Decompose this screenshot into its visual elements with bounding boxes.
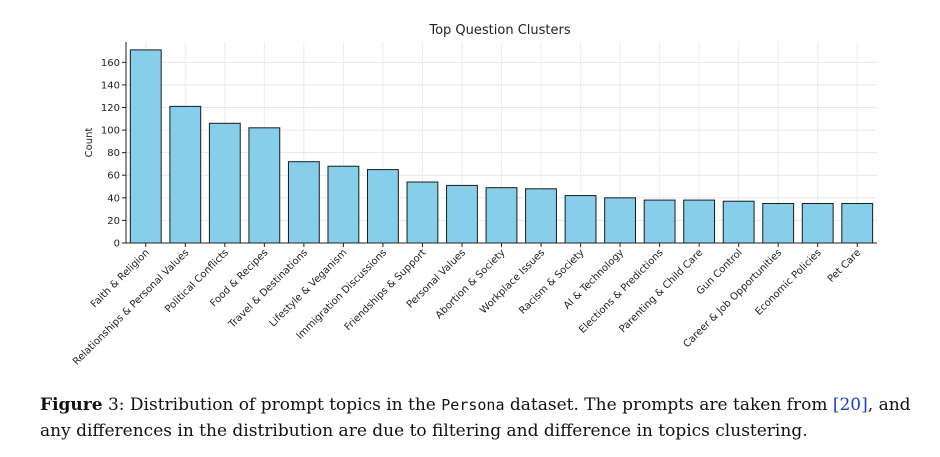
citation-link[interactable]: [20] [832, 395, 868, 415]
y-tick-label: 160 [101, 58, 120, 69]
bar [801, 202, 834, 244]
bars [129, 49, 874, 244]
y-axis-label: Count [84, 128, 95, 158]
bar [446, 184, 478, 244]
bar [525, 188, 557, 244]
bar [683, 199, 716, 244]
figure-caption: Figure 3: Distribution of prompt topics … [40, 392, 920, 444]
bar [722, 200, 755, 244]
x-tick-label: Friendships & Support [343, 247, 429, 333]
bar [604, 197, 636, 244]
bar [762, 202, 795, 244]
y-tick-label: 80 [107, 148, 120, 159]
bar [129, 49, 162, 244]
chart-title: Top Question Clusters [428, 23, 570, 38]
bar [248, 127, 281, 244]
bar [287, 161, 320, 244]
bar [564, 195, 597, 244]
y-tick-label: 120 [101, 103, 120, 114]
bar [643, 199, 676, 244]
y-tick-label: 60 [107, 171, 120, 182]
x-tick-label: Lifestyle & Veganism [268, 247, 350, 329]
figure-number: 3 [107, 395, 119, 415]
y-tick-label: 100 [101, 126, 120, 137]
y-tick-label: 140 [101, 80, 120, 91]
y-tick-label: 20 [107, 216, 120, 227]
x-tick-label: Abortion & Society [434, 247, 508, 321]
dataset-name: Persona [441, 396, 505, 414]
bar [841, 202, 874, 244]
figure-label: Figure [40, 395, 103, 415]
bar [406, 181, 439, 244]
bar [208, 122, 241, 244]
x-tick-label: Pet Care [826, 247, 864, 285]
y-tick-label: 0 [114, 239, 120, 250]
caption-text-after: , and any differences in the distributio… [40, 395, 911, 441]
bar [367, 169, 399, 244]
caption-text-before: : Distribution of prompt topics in the [118, 395, 442, 415]
x-tick-label: Travel & Destinations [226, 247, 310, 331]
caption-text-middle: dataset. The prompts are taken from [504, 395, 833, 415]
y-tick-label: 40 [107, 193, 120, 204]
bar [169, 105, 202, 244]
x-tick-label: Economic Policies [753, 247, 823, 317]
bar [327, 165, 360, 244]
bar [485, 187, 518, 244]
x-tick-label: Parenting & Child Care [617, 247, 705, 335]
